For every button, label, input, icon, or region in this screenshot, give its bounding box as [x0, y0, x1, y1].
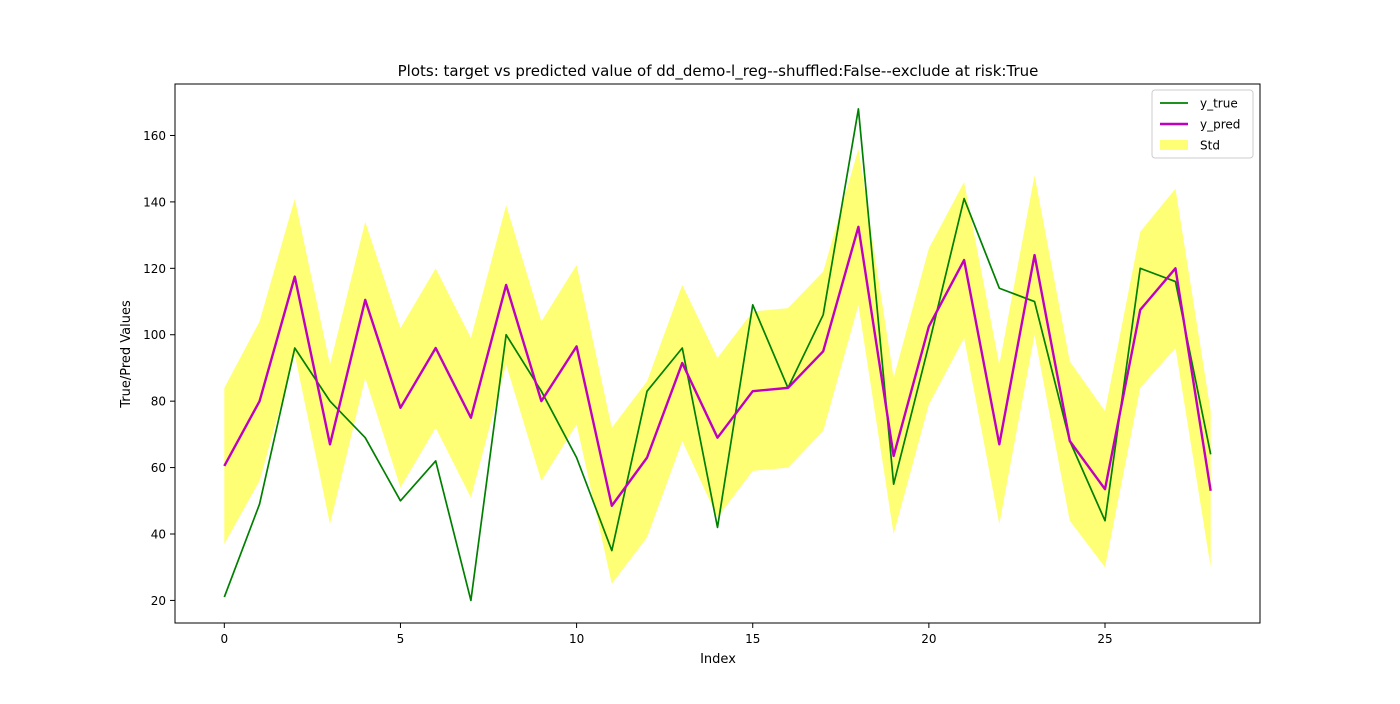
legend: y_true y_pred Std	[1151, 89, 1254, 159]
y-tick-label: 80	[151, 395, 166, 409]
axes-frame	[174, 83, 1261, 624]
y-axis-label: True/Pred Values	[119, 300, 134, 409]
y-tick-label: 60	[151, 461, 166, 475]
y-tick-label: 120	[143, 262, 166, 276]
axes: 0 5 10 15 20 25 20 40 60 80 100 120 140 160	[143, 83, 1261, 646]
std-band	[224, 148, 1211, 584]
legend-label: y_pred	[1200, 118, 1240, 132]
legend-label: y_true	[1200, 97, 1238, 111]
y-tick-label: 40	[151, 527, 166, 541]
series-line-y-pred	[223, 225, 1212, 507]
y-tick-label: 20	[151, 594, 166, 608]
x-tick-label: 20	[921, 632, 936, 646]
y-tick-label: 140	[143, 195, 166, 209]
legend-swatch-std	[1160, 140, 1188, 150]
x-tick-label: 10	[569, 632, 584, 646]
x-tick-label: 25	[1097, 632, 1112, 646]
series-line-y-true	[223, 108, 1212, 602]
y-tick-label: 160	[143, 129, 166, 143]
y-tick-label: 100	[143, 328, 166, 342]
x-tick-label: 0	[220, 632, 228, 646]
x-tick-label: 15	[745, 632, 760, 646]
x-tick-label: 5	[397, 632, 405, 646]
legend-label: Std	[1200, 139, 1220, 153]
plot-area	[223, 108, 1212, 602]
chart-title: Plots: target vs predicted value of dd_d…	[398, 62, 1039, 81]
x-axis-label: Index	[700, 652, 736, 667]
